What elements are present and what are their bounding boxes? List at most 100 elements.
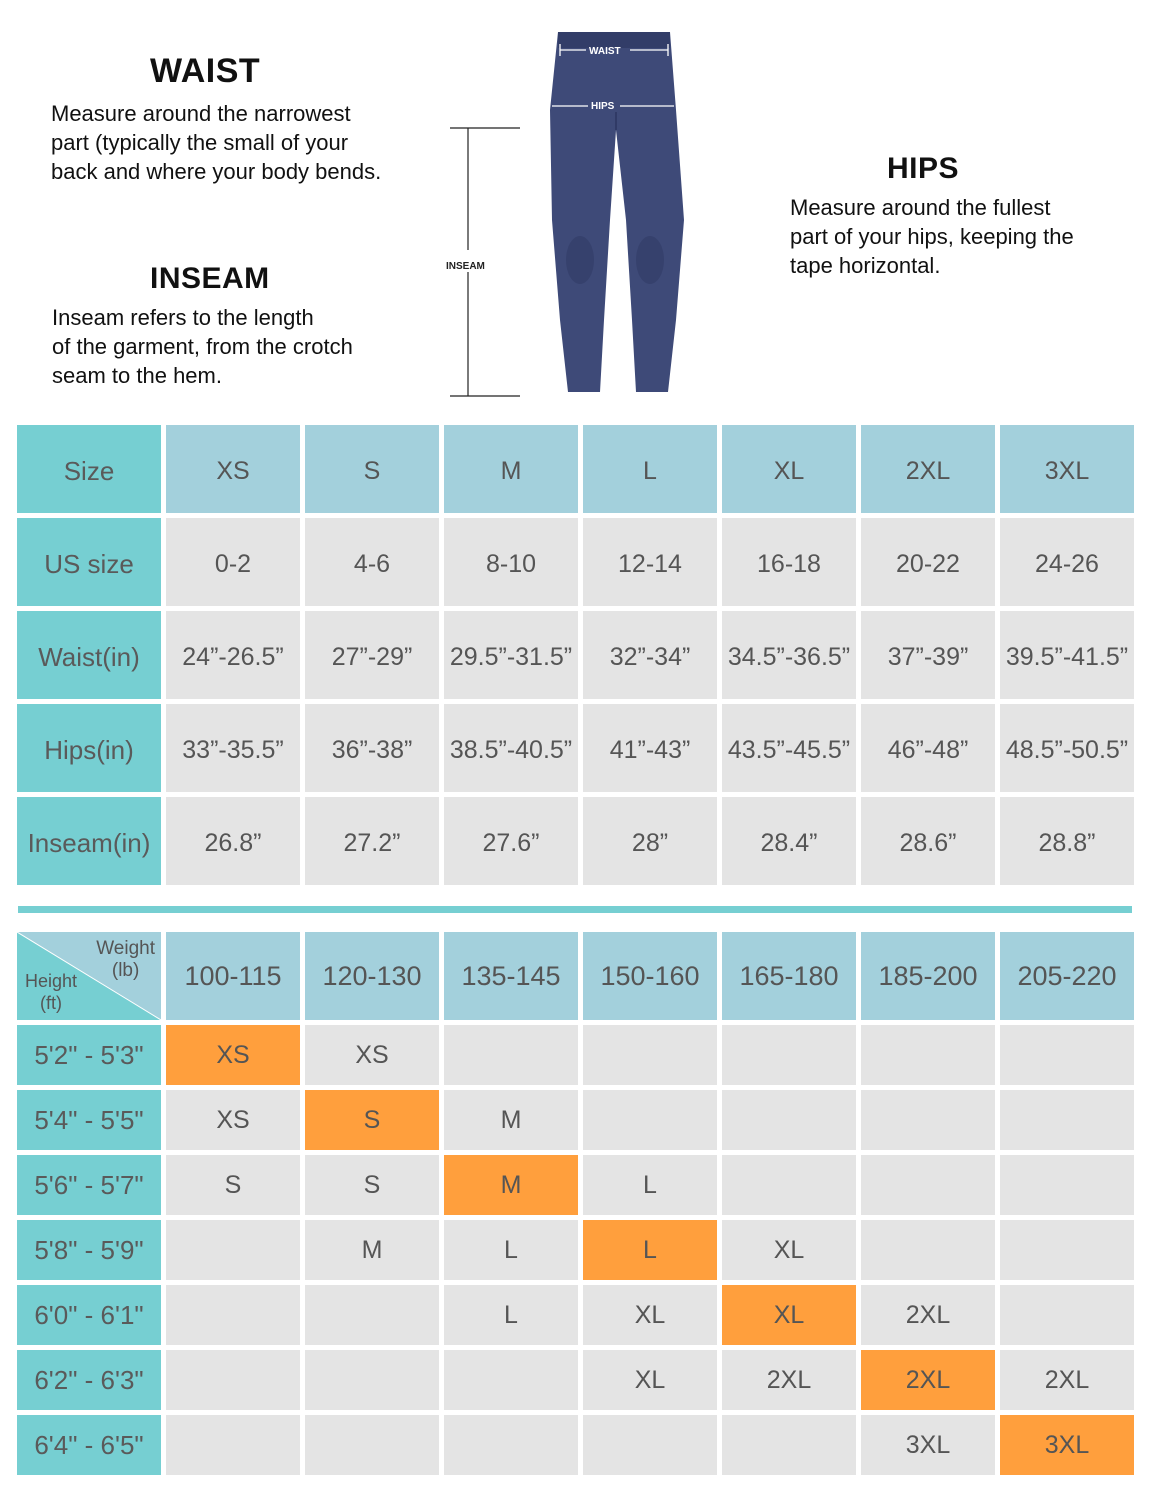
table-cell: 0-2 xyxy=(166,518,300,606)
recommended-size-cell: XL xyxy=(722,1285,856,1345)
table-cell: 2XL xyxy=(722,1350,856,1410)
table-cell: 38.5”-40.5” xyxy=(444,704,578,792)
size-column-header: L xyxy=(583,425,717,513)
table-cell xyxy=(166,1285,300,1345)
weight-axis-label: Weight (lb) xyxy=(96,938,155,981)
table-cell: L xyxy=(444,1285,578,1345)
table-cell: 28.4” xyxy=(722,797,856,885)
table-cell: 36”-38” xyxy=(305,704,439,792)
table-cell: 29.5”-31.5” xyxy=(444,611,578,699)
table-cell: XL xyxy=(583,1285,717,1345)
weight-column-header: 185-200 xyxy=(861,932,995,1020)
table-cell: 20-22 xyxy=(861,518,995,606)
recommended-size-cell: L xyxy=(583,1220,717,1280)
size-column-header: XS xyxy=(166,425,300,513)
table-cell xyxy=(305,1415,439,1475)
table-cell: 26.8” xyxy=(166,797,300,885)
height-row-header: 6'0" - 6'1" xyxy=(17,1285,161,1345)
height-row-header: 5'6" - 5'7" xyxy=(17,1155,161,1215)
table-cell: L xyxy=(444,1220,578,1280)
size-chart-table: Size XS S M L XL 2XL 3XL US size 0-2 4-6 8-10 12-14 1… xyxy=(17,425,1134,885)
weight-column-header: 165-180 xyxy=(722,932,856,1020)
recommended-size-cell: M xyxy=(444,1155,578,1215)
weight-column-header: 135-145 xyxy=(444,932,578,1020)
table-cell: 27.2” xyxy=(305,797,439,885)
table-cell: 48.5”-50.5” xyxy=(1000,704,1134,792)
table-cell: 28.8” xyxy=(1000,797,1134,885)
height-row-header: 5'2" - 5'3" xyxy=(17,1025,161,1085)
table-cell xyxy=(444,1025,578,1085)
table-cell xyxy=(583,1415,717,1475)
hips-description: Measure around the fullest part of your … xyxy=(790,195,1074,278)
table-cell: M xyxy=(444,1090,578,1150)
waist-figure-label: WAIST xyxy=(589,46,621,57)
height-row-header: 6'2" - 6'3" xyxy=(17,1350,161,1410)
table-cell: 33”-35.5” xyxy=(166,704,300,792)
height-row-header: 5'8" - 5'9" xyxy=(17,1220,161,1280)
weight-column-header: 150-160 xyxy=(583,932,717,1020)
table-cell: 12-14 xyxy=(583,518,717,606)
weight-column-header: 100-115 xyxy=(166,932,300,1020)
weight-column-header: 205-220 xyxy=(1000,932,1134,1020)
table-cell: S xyxy=(305,1155,439,1215)
inseam-description: Inseam refers to the length of the garme… xyxy=(52,305,353,388)
table-cell: 2XL xyxy=(861,1285,995,1345)
leggings-icon xyxy=(550,32,684,392)
table-cell xyxy=(722,1090,856,1150)
recommended-size-cell: 3XL xyxy=(1000,1415,1134,1475)
table-cell xyxy=(583,1025,717,1085)
table-cell xyxy=(861,1155,995,1215)
table-cell: 8-10 xyxy=(444,518,578,606)
size-column-header: S xyxy=(305,425,439,513)
waist-description: Measure around the narrowest part (typic… xyxy=(51,101,382,184)
height-axis-label: Height (ft) xyxy=(25,971,78,1013)
table-cell xyxy=(861,1220,995,1280)
table-cell: 32”-34” xyxy=(583,611,717,699)
inseam-heading: INSEAM xyxy=(150,262,270,295)
table-cell: 37”-39” xyxy=(861,611,995,699)
size-column-header: M xyxy=(444,425,578,513)
waist-heading: WAIST xyxy=(150,52,261,90)
table-cell xyxy=(1000,1220,1134,1280)
table-cell: XL xyxy=(722,1220,856,1280)
hips-figure-label: HIPS xyxy=(591,101,615,112)
height-row-header: 5'4" - 5'5" xyxy=(17,1090,161,1150)
size-column-header: 2XL xyxy=(861,425,995,513)
table-cell: M xyxy=(305,1220,439,1280)
row-header: Hips(in) xyxy=(17,704,161,792)
table-cell: L xyxy=(583,1155,717,1215)
inseam-figure-label: INSEAM xyxy=(446,261,485,272)
table-cell: 34.5”-36.5” xyxy=(722,611,856,699)
size-column-header: XL xyxy=(722,425,856,513)
table-cell: 2XL xyxy=(1000,1350,1134,1410)
table-cell: S xyxy=(166,1155,300,1215)
table-corner-header: Weight (lb) Height (ft) xyxy=(17,932,161,1020)
row-header: US size xyxy=(17,518,161,606)
recommended-size-cell: 2XL xyxy=(861,1350,995,1410)
table-cell xyxy=(305,1285,439,1345)
weight-column-header: 120-130 xyxy=(305,932,439,1020)
section-divider xyxy=(18,906,1132,913)
recommended-size-cell: S xyxy=(305,1090,439,1150)
table-cell xyxy=(1000,1155,1134,1215)
row-header: Inseam(in) xyxy=(17,797,161,885)
table-cell: 16-18 xyxy=(722,518,856,606)
table-cell: 24-26 xyxy=(1000,518,1134,606)
table-cell xyxy=(583,1090,717,1150)
waist-measure-line xyxy=(559,44,669,56)
table-cell xyxy=(1000,1025,1134,1085)
row-header: Waist(in) xyxy=(17,611,161,699)
table-cell: 43.5”-45.5” xyxy=(722,704,856,792)
table-cell xyxy=(444,1350,578,1410)
table-cell: 3XL xyxy=(861,1415,995,1475)
table-cell: 28.6” xyxy=(861,797,995,885)
table-cell: 39.5”-41.5” xyxy=(1000,611,1134,699)
table-cell xyxy=(861,1090,995,1150)
table-cell: 46”-48” xyxy=(861,704,995,792)
table-cell: 24”-26.5” xyxy=(166,611,300,699)
table-cell: 27”-29” xyxy=(305,611,439,699)
table-cell xyxy=(722,1025,856,1085)
table-cell: XS xyxy=(166,1090,300,1150)
table-cell: 41”-43” xyxy=(583,704,717,792)
table-cell: 27.6” xyxy=(444,797,578,885)
